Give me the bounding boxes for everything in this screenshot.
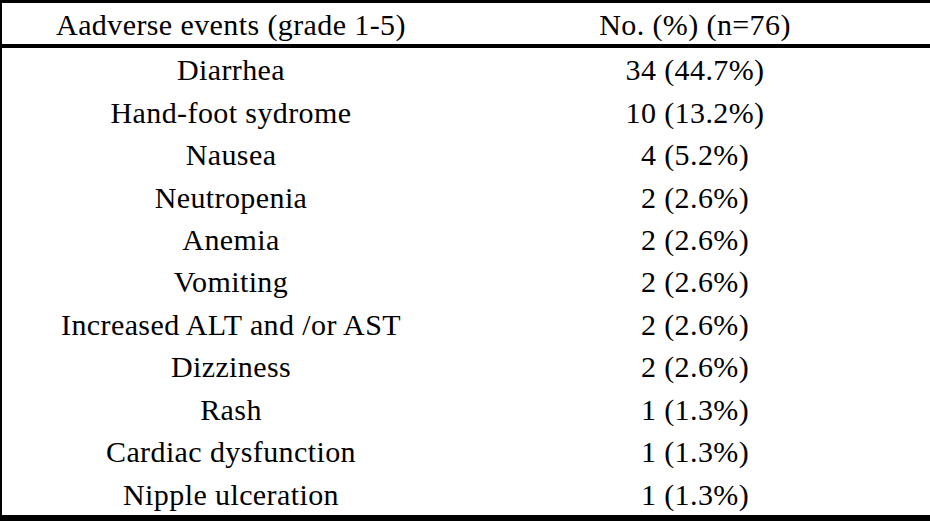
event-cell: Cardiac dysfunction	[2, 435, 460, 467]
count-cell: 4 (5.2%)	[460, 138, 930, 170]
count-cell: 2 (2.6%)	[460, 265, 930, 297]
table-row: Diarrhea 34 (44.7%)	[2, 48, 930, 90]
paper-page: Aadverse events (grade 1-5) No. (%) (n=7…	[0, 0, 930, 521]
count-cell: 2 (2.6%)	[460, 350, 930, 382]
table-row: Nausea 4 (5.2%)	[2, 133, 930, 175]
event-cell: Nausea	[2, 138, 460, 170]
table-row: Anemia 2 (2.6%)	[2, 218, 930, 260]
table-row: Vomiting 2 (2.6%)	[2, 260, 930, 302]
event-cell: Vomiting	[2, 265, 460, 297]
event-cell: Increased ALT and /or AST	[2, 308, 460, 340]
column-header-count: No. (%) (n=76)	[460, 8, 930, 40]
table-row: Cardiac dysfunction 1 (1.3%)	[2, 430, 930, 472]
count-cell: 1 (1.3%)	[460, 435, 930, 467]
adverse-events-table: Aadverse events (grade 1-5) No. (%) (n=7…	[0, 0, 930, 521]
table-row: Nipple ulceration 1 (1.3%)	[2, 473, 930, 515]
event-cell: Diarrhea	[2, 53, 460, 85]
count-cell: 2 (2.6%)	[460, 181, 930, 213]
table-row: Neutropenia 2 (2.6%)	[2, 175, 930, 217]
table-row: Dizziness 2 (2.6%)	[2, 345, 930, 387]
event-cell: Hand-foot sydrome	[2, 96, 460, 128]
count-cell: 2 (2.6%)	[460, 308, 930, 340]
event-cell: Dizziness	[2, 350, 460, 382]
count-cell: 2 (2.6%)	[460, 223, 930, 255]
table-header-row: Aadverse events (grade 1-5) No. (%) (n=7…	[2, 3, 930, 48]
count-cell: 10 (13.2%)	[460, 96, 930, 128]
count-cell: 34 (44.7%)	[460, 53, 930, 85]
event-cell: Nipple ulceration	[2, 478, 460, 510]
table-row: Hand-foot sydrome 10 (13.2%)	[2, 90, 930, 132]
count-cell: 1 (1.3%)	[460, 393, 930, 425]
table-body: Diarrhea 34 (44.7%) Hand-foot sydrome 10…	[2, 48, 930, 515]
column-header-adverse-events: Aadverse events (grade 1-5)	[2, 8, 460, 40]
event-cell: Rash	[2, 393, 460, 425]
event-cell: Anemia	[2, 223, 460, 255]
count-cell: 1 (1.3%)	[460, 478, 930, 510]
table-row: Increased ALT and /or AST 2 (2.6%)	[2, 303, 930, 345]
table-row: Rash 1 (1.3%)	[2, 388, 930, 430]
event-cell: Neutropenia	[2, 181, 460, 213]
